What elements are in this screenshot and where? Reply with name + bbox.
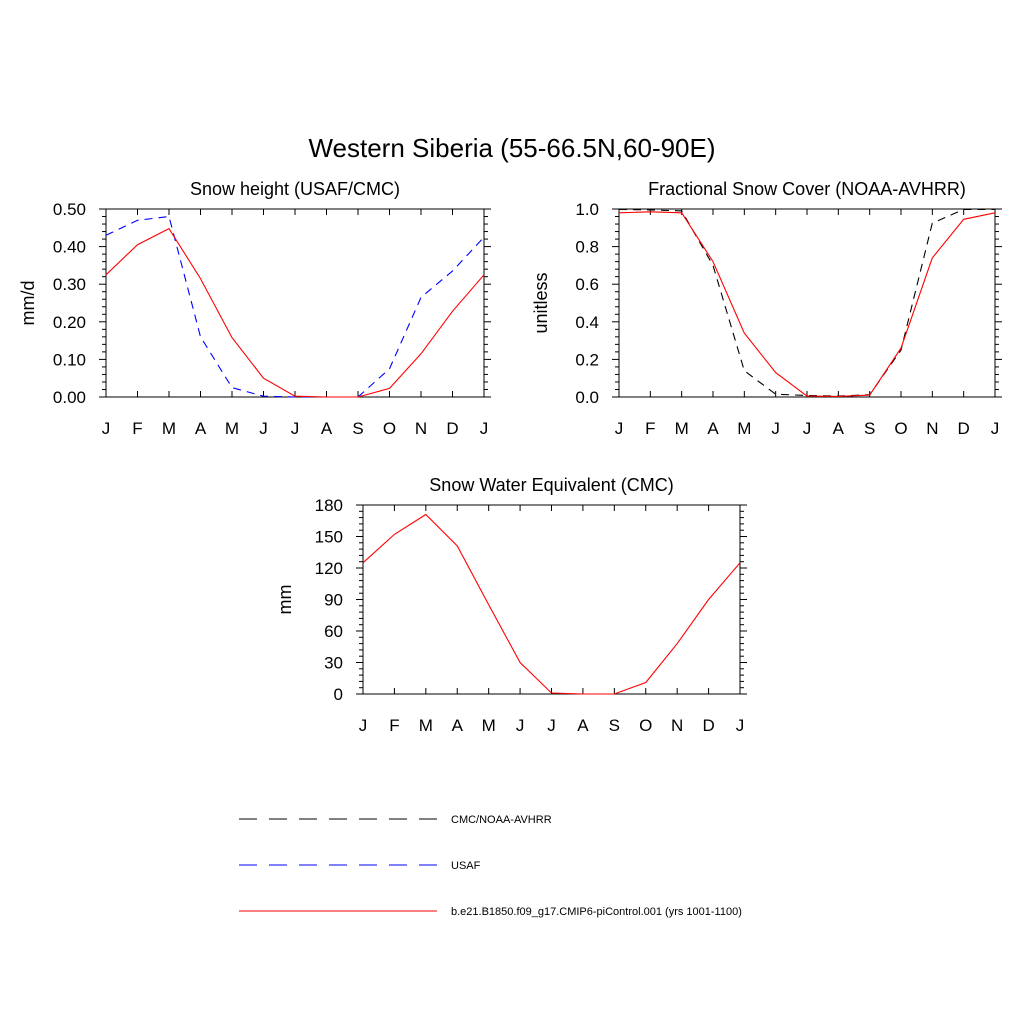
figure-title: Western Siberia (55-66.5N,60-90E)	[308, 133, 715, 163]
snow-height-ytick-label: 0.20	[53, 313, 86, 332]
snow-cover-ytick-label: 0.2	[575, 350, 599, 369]
snow-height-xtick-label: J	[291, 419, 300, 438]
legend: CMC/NOAA-AVHRR USAF b.e21.B1850.f09_g17.CM…	[239, 814, 742, 918]
swe-ytick-label: 60	[324, 622, 343, 641]
snow-height-ytick-label: 0.30	[53, 275, 86, 294]
snow-cover-xtick-label: J	[615, 419, 624, 438]
swe-ytick-label: 30	[324, 654, 343, 673]
swe-xtick-label: N	[671, 716, 683, 735]
swe-xtick-label: F	[389, 716, 399, 735]
snow-cover-ytick-label: 0.8	[575, 238, 599, 257]
snow-height-xtick-label: M	[225, 419, 239, 438]
swe-series-model	[362, 513, 741, 695]
legend-label-obs: CMC/NOAA-AVHRR	[451, 814, 552, 826]
snow-height-xtick-label: S	[352, 419, 363, 438]
swe-xtick-label: S	[609, 716, 620, 735]
snow-cover-xtick-label: J	[991, 419, 1000, 438]
snow-height-xtick-label: J	[480, 419, 489, 438]
snow-height-xtick-label: F	[132, 419, 142, 438]
swe-xtick-label: O	[639, 716, 652, 735]
swe-xtick-label: M	[419, 716, 433, 735]
swe-ytick-label: 180	[315, 496, 343, 515]
swe-panel: Snow Water Equivalent (CMC)mmJ F M A M J J A S O N…	[275, 475, 747, 735]
snow-height-ylabel: mm/d	[18, 281, 38, 326]
snow-height-series-usaf	[105, 215, 485, 398]
snow-cover-ytick-label: 0.6	[575, 275, 599, 294]
snow-cover-xtick-label: J	[803, 419, 812, 438]
swe-xtick-label: A	[577, 716, 589, 735]
swe-ytick-label: 120	[315, 559, 343, 578]
snow-cover-ytick-label: 0.0	[575, 388, 599, 407]
legend-label-model: b.e21.B1850.f09_g17.CMIP6-piControl.001 …	[451, 906, 742, 918]
snow-height-ytick-label: 0.00	[53, 388, 86, 407]
snow-cover-ytick-label: 0.4	[575, 313, 599, 332]
snow-cover-xtick-label: M	[737, 419, 751, 438]
snow-cover-title: Fractional Snow Cover (NOAA-AVHRR)	[648, 179, 966, 199]
snow-cover-xtick-label: M	[675, 419, 689, 438]
snow-height-ytick-label: 0.50	[53, 200, 86, 219]
snow-cover-xtick-label: A	[833, 419, 845, 438]
swe-ylabel: mm	[275, 585, 295, 615]
swe-ytick-label: 90	[324, 591, 343, 610]
snow-height-xtick-label: J	[102, 419, 111, 438]
swe-xtick-label: J	[736, 716, 745, 735]
swe-ytick-label: 150	[315, 528, 343, 547]
snow-height-panel: Snow height (USAF/CMC)mm/dJ F M A M J J A S O N D J0…	[18, 179, 491, 438]
snow-height-ytick-label: 0.40	[53, 238, 86, 257]
snow-cover-series-model	[618, 211, 996, 397]
snow-cover-xtick-label: A	[707, 419, 719, 438]
snow-cover-panel: Fractional Snow Cover (NOAA-AVHRR) unitle…	[531, 179, 1002, 438]
snow-height-frame	[105, 208, 485, 398]
swe-title: Snow Water Equivalent (CMC)	[429, 475, 673, 495]
snow-height-xtick-label: O	[383, 419, 396, 438]
swe-xtick-label: M	[482, 716, 496, 735]
swe-xtick-label: D	[702, 716, 714, 735]
snow-height-ytick-label: 0.10	[53, 350, 86, 369]
snow-height-xtick-label: N	[415, 419, 427, 438]
swe-ytick-label: 0	[334, 685, 343, 704]
snow-height-xtick-label: J	[259, 419, 268, 438]
snow-height-xtick-label: A	[195, 419, 207, 438]
swe-xtick-label: J	[547, 716, 556, 735]
snow-cover-xtick-label: N	[926, 419, 938, 438]
snow-cover-ytick-label: 1.0	[575, 200, 599, 219]
legend-label-usaf: USAF	[451, 860, 481, 872]
snow-cover-series-obs	[618, 208, 995, 397]
swe-xtick-label: J	[359, 716, 368, 735]
snow-cover-xtick-label: J	[771, 419, 780, 438]
snow-cover-frame	[618, 208, 996, 398]
snow-height-title: Snow height (USAF/CMC)	[190, 179, 400, 199]
snow-height-xtick-label: A	[321, 419, 333, 438]
snow-cover-xtick-label: S	[864, 419, 875, 438]
snow-height-xtick-label: D	[446, 419, 458, 438]
snow-cover-xtick-label: O	[894, 419, 907, 438]
swe-frame	[362, 504, 741, 695]
snow-height-series-model	[105, 227, 485, 398]
swe-xtick-label: J	[516, 716, 525, 735]
snow-cover-xtick-label: F	[645, 419, 655, 438]
swe-xtick-label: A	[452, 716, 464, 735]
snow-cover-xtick-label: D	[958, 419, 970, 438]
snow-height-xtick-label: M	[162, 419, 176, 438]
snow-cover-ylabel: unitless	[531, 272, 551, 333]
